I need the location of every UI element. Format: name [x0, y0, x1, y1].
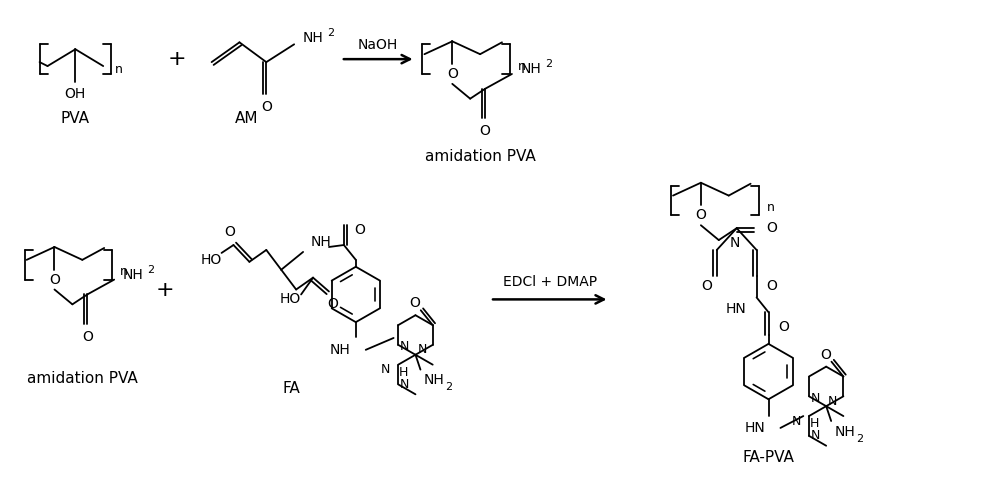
- Text: O: O: [327, 297, 338, 312]
- Text: NH: NH: [123, 268, 144, 282]
- Text: FA: FA: [282, 381, 300, 396]
- Text: O: O: [82, 330, 93, 344]
- Text: NH: NH: [521, 62, 542, 76]
- Text: N: N: [400, 340, 410, 353]
- Text: 2: 2: [545, 59, 552, 69]
- Text: NH: NH: [834, 425, 855, 439]
- Text: 2: 2: [445, 383, 452, 392]
- Text: O: O: [778, 320, 789, 334]
- Text: N: N: [811, 392, 820, 405]
- Text: HN: HN: [726, 302, 747, 317]
- Text: H: H: [399, 366, 408, 379]
- Text: NaOH: NaOH: [358, 38, 398, 52]
- Text: O: O: [701, 279, 712, 292]
- Text: EDCl + DMAP: EDCl + DMAP: [503, 275, 597, 288]
- Text: H: H: [810, 418, 819, 430]
- Text: n: n: [115, 63, 123, 75]
- Text: n: n: [767, 201, 774, 214]
- Text: NH: NH: [330, 343, 351, 357]
- Text: N: N: [792, 415, 801, 427]
- Text: O: O: [767, 279, 777, 292]
- Text: HN: HN: [745, 421, 766, 435]
- Text: O: O: [261, 100, 272, 113]
- Text: O: O: [49, 273, 60, 286]
- Text: N: N: [381, 363, 390, 376]
- Text: O: O: [695, 209, 706, 222]
- Text: +: +: [156, 280, 174, 300]
- Text: +: +: [167, 49, 186, 69]
- Text: NH: NH: [423, 374, 444, 387]
- Text: FA-PVA: FA-PVA: [743, 450, 794, 465]
- Text: N: N: [828, 395, 838, 408]
- Text: N: N: [811, 429, 820, 442]
- Text: N: N: [730, 236, 740, 250]
- Text: N: N: [400, 378, 410, 391]
- Text: HO: HO: [200, 253, 222, 267]
- Text: AM: AM: [235, 111, 258, 126]
- Text: 2: 2: [327, 29, 334, 38]
- Text: O: O: [409, 296, 420, 311]
- Text: n: n: [120, 265, 128, 278]
- Text: OH: OH: [65, 87, 86, 101]
- Text: O: O: [447, 67, 458, 81]
- Text: amidation PVA: amidation PVA: [425, 148, 535, 164]
- Text: 2: 2: [856, 434, 863, 444]
- Text: O: O: [224, 225, 235, 239]
- Text: HO: HO: [280, 292, 301, 306]
- Text: O: O: [820, 348, 831, 362]
- Text: NH: NH: [303, 32, 324, 45]
- Text: PVA: PVA: [61, 111, 90, 126]
- Text: 2: 2: [147, 265, 154, 275]
- Text: amidation PVA: amidation PVA: [27, 371, 138, 386]
- Text: NH: NH: [311, 235, 332, 249]
- Text: O: O: [354, 223, 365, 237]
- Text: N: N: [417, 343, 427, 356]
- Text: O: O: [480, 124, 491, 139]
- Text: n: n: [518, 60, 526, 72]
- Text: O: O: [767, 221, 777, 235]
